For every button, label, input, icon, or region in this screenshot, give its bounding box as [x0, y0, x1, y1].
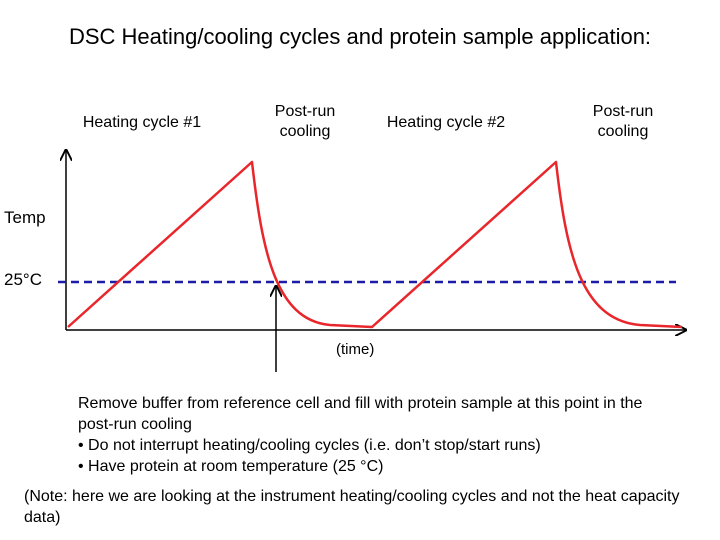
instruction-bullet: • Do not interrupt heating/cooling cycle…	[78, 437, 541, 454]
page-title: DSC Heating/cooling cycles and protein s…	[68, 24, 652, 49]
phase-label-heating-2: Heating cycle #2	[386, 114, 506, 131]
phase-label-cooling-1: Post-run cooling	[274, 103, 336, 140]
x-axis-label: (time)	[336, 341, 375, 358]
phase-label-cooling-2: Post-run cooling	[592, 103, 654, 140]
temperature-curve	[67, 160, 683, 329]
reference-temp-label: 25°C	[4, 270, 42, 289]
instruction-bullet: • Have protein at room temperature (25 °…	[78, 458, 384, 475]
instructions-block: Remove buffer from reference cell and fi…	[78, 393, 678, 477]
instruction-main: Remove buffer from reference cell and fi…	[78, 395, 643, 433]
phase-label-heating-1: Heating cycle #1	[82, 114, 202, 131]
footnote: (Note: here we are looking at the instru…	[24, 488, 680, 526]
y-axis-label: Temp	[4, 208, 46, 227]
